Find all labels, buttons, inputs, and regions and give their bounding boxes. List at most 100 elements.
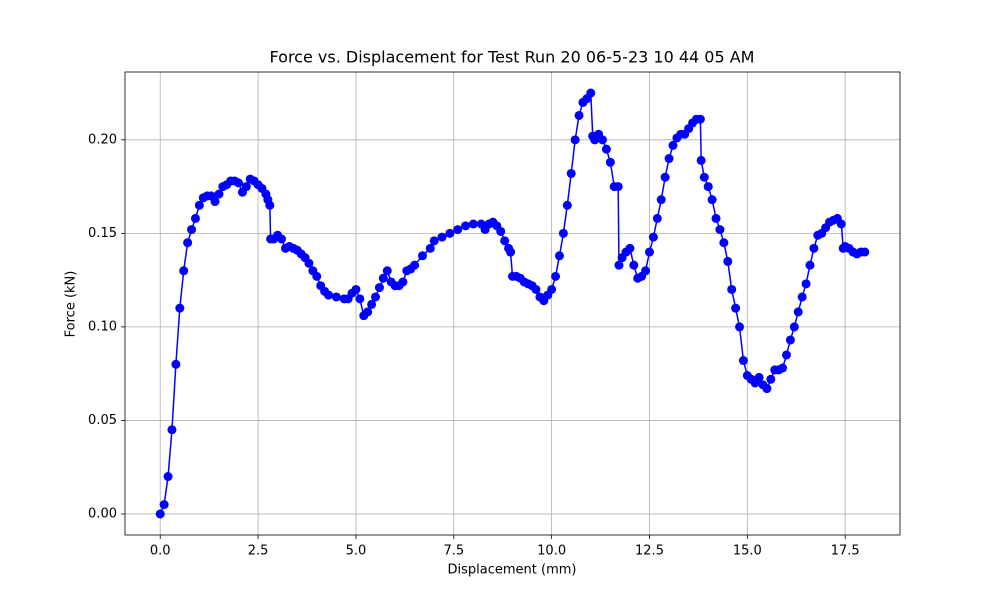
data-point — [696, 155, 706, 165]
data-point — [453, 225, 463, 235]
data-point — [312, 271, 322, 281]
y-tick-label: 0.05 — [88, 413, 117, 428]
data-point — [699, 172, 709, 182]
data-point — [214, 189, 224, 199]
y-tick-label: 0.15 — [88, 226, 117, 241]
axes-frame — [124, 71, 901, 536]
x-tick-label: 5.0 — [346, 544, 367, 559]
data-point — [461, 221, 471, 231]
data-point — [429, 236, 439, 246]
data-point — [781, 350, 791, 360]
y-tick-label: 0.00 — [88, 506, 117, 521]
data-point — [648, 232, 658, 242]
data-point — [531, 284, 541, 294]
data-point — [614, 260, 624, 270]
plot — [155, 88, 870, 519]
x-tick-label: 12.5 — [635, 544, 664, 559]
data-point — [194, 200, 204, 210]
data-point — [371, 292, 381, 302]
data-point — [778, 363, 788, 373]
data-point — [367, 299, 377, 309]
data-point — [277, 234, 287, 244]
grid — [125, 72, 900, 535]
data-point — [793, 307, 803, 317]
data-point — [179, 266, 189, 276]
data-point — [378, 273, 388, 283]
data-point — [425, 243, 435, 253]
data-point — [766, 374, 776, 384]
data-point — [234, 178, 244, 188]
data-point — [363, 307, 373, 317]
data-point — [801, 279, 811, 289]
data-point — [601, 144, 611, 154]
y-axis-label: Force (kN) — [64, 271, 79, 338]
data-point — [398, 277, 408, 287]
data-point — [324, 290, 334, 300]
data-point — [731, 303, 741, 313]
data-point — [711, 213, 721, 223]
data-point — [445, 228, 455, 238]
data-point — [468, 219, 478, 229]
data-point — [570, 135, 580, 145]
data-point — [723, 256, 733, 266]
data-point — [382, 266, 392, 276]
data-point — [437, 232, 447, 242]
data-point — [715, 225, 725, 235]
data-point — [304, 258, 314, 268]
data-point — [410, 260, 420, 270]
data-point — [163, 472, 173, 482]
data-point — [656, 195, 666, 205]
data-point — [566, 168, 576, 178]
data-point — [558, 228, 568, 238]
x-tick-label: 17.5 — [831, 544, 860, 559]
data-point — [265, 200, 275, 210]
data-point — [506, 247, 516, 257]
data-point — [664, 154, 674, 164]
data-point — [167, 425, 177, 435]
data-point — [660, 172, 670, 182]
data-point — [652, 213, 662, 223]
data-point — [159, 500, 169, 510]
data-point — [809, 243, 819, 253]
data-point — [547, 284, 557, 294]
data-point — [155, 509, 165, 519]
data-point — [613, 182, 623, 192]
data-point — [738, 356, 748, 366]
y-tick-label: 0.10 — [88, 319, 117, 334]
data-point — [562, 200, 572, 210]
data-point — [629, 260, 639, 270]
y-tick-label: 0.20 — [88, 132, 117, 147]
data-point — [836, 219, 846, 229]
data-point — [762, 384, 772, 394]
data-point — [727, 284, 737, 294]
data-point — [574, 110, 584, 120]
data-point — [355, 294, 365, 304]
data-point — [605, 157, 615, 167]
data-point — [554, 251, 564, 261]
data-point — [707, 195, 717, 205]
data-point — [210, 197, 220, 207]
data-point — [860, 247, 870, 257]
x-tick-label: 2.5 — [248, 544, 269, 559]
data-point — [785, 335, 795, 345]
data-point — [703, 182, 713, 192]
x-tick-label: 10.0 — [537, 544, 566, 559]
x-tick-label: 7.5 — [443, 544, 464, 559]
data-point — [586, 88, 596, 98]
data-point — [331, 292, 341, 302]
data-point — [797, 292, 807, 302]
data-point — [241, 182, 251, 192]
x-tick-label: 0.0 — [150, 544, 171, 559]
data-point — [695, 114, 705, 124]
data-point — [187, 225, 197, 235]
data-point — [500, 236, 510, 246]
data-point — [374, 283, 384, 293]
data-point — [190, 213, 200, 223]
data-point — [171, 359, 181, 369]
data-point — [641, 266, 651, 276]
data-point — [754, 372, 764, 382]
data-point — [598, 135, 608, 145]
data-point — [805, 260, 815, 270]
